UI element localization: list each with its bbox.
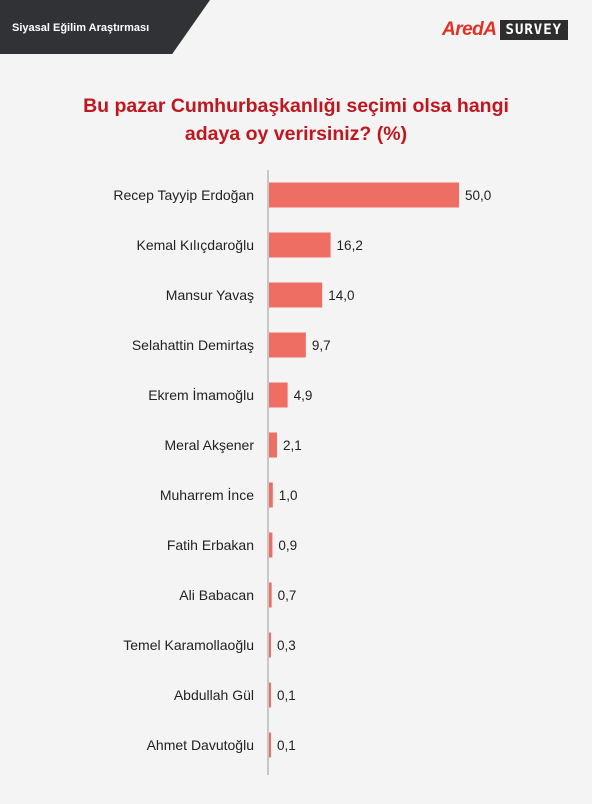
bar — [269, 332, 306, 358]
data-label: 50,0 — [465, 188, 491, 203]
bar — [269, 432, 277, 458]
bar-chart: Recep Tayyip Erdoğan 50,0 Kemal Kılıçdaroğ… — [113, 170, 491, 775]
category-label: Temel Karamollaoğlu — [123, 637, 254, 653]
category-label: Kemal Kılıçdaroğlu — [136, 237, 254, 253]
bar — [269, 232, 331, 258]
data-label: 1,0 — [279, 488, 298, 503]
bar — [269, 282, 323, 308]
category-label: Muharrem İnce — [160, 486, 254, 503]
category-label: Recep Tayyip Erdoğan — [113, 187, 254, 203]
data-label: 0,3 — [277, 638, 296, 653]
report-title: Siyasal Eğilim Araştırması — [12, 22, 150, 34]
header-tab — [0, 0, 210, 54]
bar — [269, 732, 271, 758]
data-label: 0,9 — [278, 538, 297, 553]
bar — [269, 182, 459, 208]
bar — [269, 382, 288, 408]
category-label: Mansur Yavaş — [166, 287, 254, 303]
chart-title: Bu pazar Cumhurbaşkanlığı seçimi olsa ha… — [0, 92, 592, 148]
data-label: 0,7 — [278, 588, 297, 603]
chart-title-line-1: Bu pazar Cumhurbaşkanlığı seçimi olsa ha… — [83, 95, 509, 117]
bar — [269, 582, 272, 608]
category-label: Meral Akşener — [165, 437, 255, 453]
category-label: Ali Babacan — [179, 587, 254, 603]
category-label: Fatih Erbakan — [167, 537, 254, 553]
data-label: 14,0 — [328, 288, 354, 303]
logo-brand: AredA — [442, 19, 497, 40]
data-label: 0,1 — [277, 738, 296, 753]
category-label: Ahmet Davutoğlu — [147, 737, 254, 753]
logo-suffix: SURVEY — [499, 20, 569, 40]
bar — [269, 682, 271, 708]
bar — [269, 632, 271, 658]
chart-title-line-2: adaya oy verirsiniz? (%) — [184, 123, 408, 145]
data-label: 2,1 — [283, 438, 302, 453]
bar — [269, 532, 273, 558]
data-label: 16,2 — [337, 238, 363, 253]
bar — [269, 482, 273, 508]
data-label: 9,7 — [312, 338, 331, 353]
category-label: Ekrem İmamoğlu — [148, 386, 254, 403]
data-label: 4,9 — [294, 388, 313, 403]
category-label: Abdullah Gül — [174, 687, 254, 703]
data-label: 0,1 — [277, 688, 296, 703]
category-label: Selahattin Demirtaş — [132, 337, 254, 353]
areda-survey-logo: AredA SURVEY — [442, 18, 569, 42]
